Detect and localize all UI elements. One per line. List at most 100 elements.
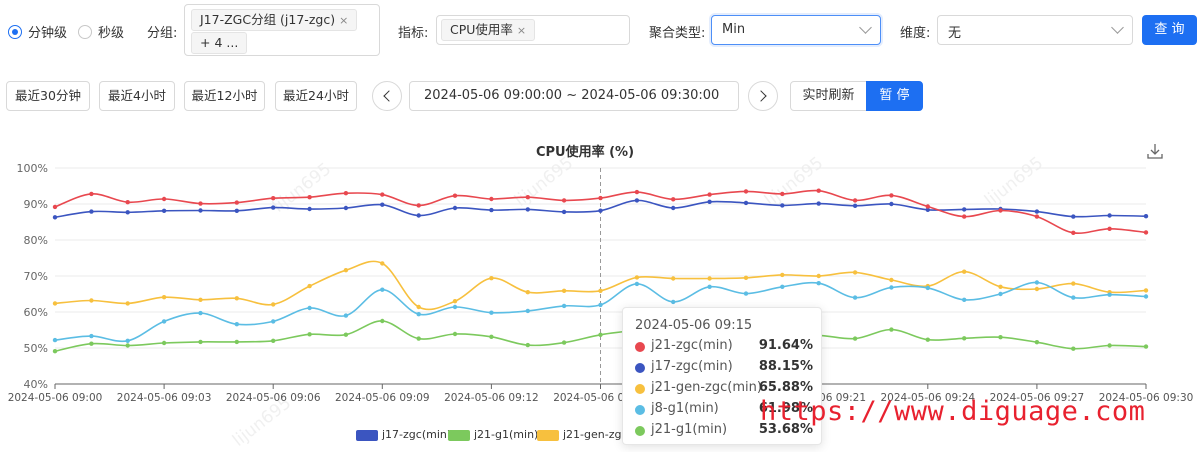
data-point bbox=[561, 209, 567, 215]
granularity-minute-radio[interactable]: 分钟级 bbox=[8, 22, 67, 41]
dimension-value: 无 bbox=[948, 26, 962, 41]
data-point bbox=[525, 290, 530, 295]
data-point bbox=[161, 340, 167, 346]
data-point bbox=[598, 288, 603, 293]
tooltip-title: 2024-05-06 09:15 bbox=[635, 318, 753, 333]
data-point bbox=[634, 198, 640, 203]
y-tick-label: 40% bbox=[24, 378, 48, 391]
data-point bbox=[671, 197, 676, 202]
close-icon[interactable]: × bbox=[339, 14, 349, 27]
x-tick-label: 2024-05-06 09:12 bbox=[444, 392, 539, 404]
data-point bbox=[380, 192, 385, 197]
tooltip-series-name: j21-g1(min) bbox=[651, 422, 728, 437]
x-tick-label: 2024-05-06 09:06 bbox=[226, 392, 321, 404]
tooltip-series-name: j21-gen-zgc(min) bbox=[651, 380, 762, 395]
aggregation-select[interactable]: Min bbox=[711, 15, 881, 45]
data-point bbox=[1034, 209, 1040, 214]
data-point bbox=[416, 213, 421, 218]
data-point bbox=[125, 338, 130, 343]
legend-swatch bbox=[448, 430, 470, 441]
download-icon[interactable] bbox=[1147, 144, 1163, 159]
data-point bbox=[634, 189, 640, 195]
legend-swatch bbox=[537, 430, 559, 441]
data-point bbox=[125, 200, 130, 205]
data-point bbox=[1071, 295, 1076, 300]
series-dot-icon bbox=[635, 384, 645, 394]
time-range-picker[interactable]: 2024-05-06 09:00:00 ~ 2024-05-06 09:30:0… bbox=[409, 81, 739, 111]
data-point bbox=[671, 205, 676, 211]
legend-label: j17-zgc(min) bbox=[382, 428, 452, 441]
data-point bbox=[561, 198, 567, 203]
data-point bbox=[525, 308, 530, 314]
data-point bbox=[161, 319, 167, 324]
data-point bbox=[743, 291, 749, 296]
data-point bbox=[743, 189, 749, 194]
data-point bbox=[561, 340, 567, 345]
y-tick-label: 60% bbox=[24, 306, 48, 319]
group-more-tag[interactable]: + 4 ... bbox=[191, 32, 248, 54]
prev-range-button[interactable] bbox=[372, 81, 402, 111]
data-point bbox=[416, 203, 421, 208]
data-point bbox=[198, 201, 203, 206]
data-point bbox=[889, 285, 894, 290]
data-point bbox=[780, 272, 785, 278]
data-point bbox=[161, 295, 167, 300]
dimension-label: 维度: bbox=[900, 26, 931, 41]
data-point bbox=[925, 207, 930, 212]
data-point bbox=[452, 331, 458, 337]
group-multiselect[interactable]: J17-ZGC分组 (j17-zgc) × + 4 ... bbox=[184, 4, 380, 56]
data-point bbox=[489, 196, 494, 202]
data-point bbox=[998, 335, 1003, 340]
data-point bbox=[234, 322, 239, 327]
data-point bbox=[525, 195, 530, 200]
data-point bbox=[234, 339, 239, 345]
metric-tag: CPU使用率 × bbox=[441, 19, 536, 41]
data-point bbox=[489, 310, 494, 315]
quick-range-30m-button[interactable]: 最近30分钟 bbox=[6, 81, 90, 111]
chevron-down-icon bbox=[1111, 21, 1124, 34]
close-icon[interactable]: × bbox=[516, 24, 527, 37]
y-tick-label: 50% bbox=[24, 342, 48, 355]
data-point bbox=[271, 196, 276, 201]
data-point bbox=[707, 284, 712, 289]
tooltip-series-value: 61.98% bbox=[758, 401, 813, 416]
quick-range-4h-button[interactable]: 最近4小时 bbox=[99, 81, 175, 111]
quick-range-24h-button[interactable]: 最近24小时 bbox=[275, 81, 357, 111]
metric-select[interactable]: CPU使用率 × bbox=[436, 15, 630, 45]
dimension-select[interactable]: 无 bbox=[937, 15, 1133, 45]
data-point bbox=[416, 336, 421, 341]
data-point bbox=[852, 336, 858, 341]
realtime-refresh-button[interactable]: 实时刷新 bbox=[790, 81, 867, 111]
data-point bbox=[452, 299, 458, 304]
tooltip-row: j8-g1(min) 61.98% bbox=[635, 401, 813, 419]
data-point bbox=[452, 193, 458, 198]
data-point bbox=[852, 295, 858, 300]
tooltip-row: j21-g1(min) 53.68% bbox=[635, 422, 813, 440]
data-point bbox=[962, 297, 967, 302]
next-range-button[interactable] bbox=[748, 81, 778, 111]
tooltip-series-value: 88.15% bbox=[758, 359, 813, 374]
data-point bbox=[271, 319, 276, 324]
data-point bbox=[962, 336, 967, 341]
quick-range-12h-button[interactable]: 最近12小时 bbox=[184, 81, 265, 111]
data-point bbox=[707, 199, 712, 204]
tooltip-series-value: 65.88% bbox=[758, 380, 813, 395]
data-point bbox=[1034, 280, 1040, 285]
data-point bbox=[525, 342, 530, 348]
cpu-usage-chart: CPU使用率 (%) 40% 50% 60% 70% 80% 90% 100% 2024-0… bbox=[8, 144, 1193, 404]
data-point bbox=[962, 207, 967, 212]
pause-button[interactable]: 暂 停 bbox=[866, 81, 923, 111]
data-point bbox=[1034, 214, 1040, 219]
granularity-second-radio[interactable]: 秒级 bbox=[78, 22, 124, 41]
data-point bbox=[998, 284, 1003, 289]
query-button[interactable]: 查 询 bbox=[1142, 15, 1197, 45]
data-point bbox=[489, 207, 494, 213]
data-point bbox=[1034, 340, 1040, 345]
x-tick-label: 2024-05-06 09:00 bbox=[8, 392, 103, 404]
data-point bbox=[307, 206, 312, 212]
data-point bbox=[161, 196, 167, 202]
tooltip-row: j21-gen-zgc(min) 65.88% bbox=[635, 380, 813, 398]
legend-label: j21-g1(min) bbox=[474, 428, 539, 441]
legend-item-j21-gen-zgc[interactable]: j21-gen-zgc(min) bbox=[537, 428, 622, 442]
granularity-minute-label: 分钟级 bbox=[28, 26, 68, 41]
